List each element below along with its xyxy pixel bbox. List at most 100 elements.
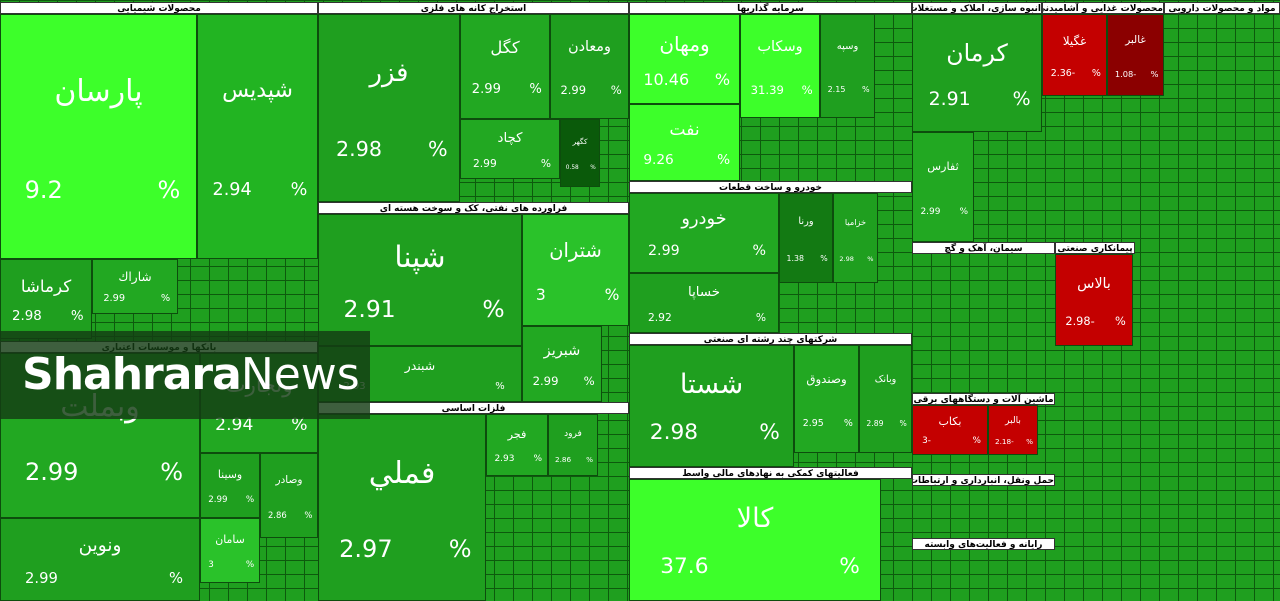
percent-sign: %: [70, 309, 84, 325]
stock-name: ومعادن: [568, 39, 611, 56]
sector-title: فعالیتهای کمکی به نهادهای مالی واسط: [629, 467, 912, 479]
percent-sign: %: [245, 560, 255, 571]
stock-tile: غالبر 1.08-%: [1107, 14, 1164, 96]
stock-change: 9.26: [643, 151, 674, 168]
percent-sign: %: [482, 295, 505, 324]
stock-change: 2.99: [532, 374, 559, 389]
stock-change: 2.99: [471, 82, 501, 98]
stock-tile: ورنا 1.38%: [779, 193, 833, 283]
percent-sign: %: [755, 310, 766, 324]
stock-tile: فزر 2.98%: [318, 14, 460, 202]
stock-tile: شتران 3%: [522, 214, 629, 326]
stock-change: 0.58: [565, 165, 579, 172]
percent-sign: %: [245, 495, 255, 506]
stock-tile: شپنا 2.91%: [318, 214, 522, 346]
percent-sign: %: [428, 137, 448, 162]
percent-sign: %: [540, 156, 551, 170]
watermark-light: News: [240, 349, 360, 400]
sector-title: ماشین آلات و دستگاههای برقی: [912, 393, 1055, 405]
stock-name: شتران: [549, 238, 602, 262]
stock-change: 2.36-: [1050, 68, 1076, 80]
percent-sign: %: [604, 285, 620, 304]
stock-change: 31.39: [750, 82, 784, 97]
stock-name: فجر: [507, 427, 527, 441]
percent-sign: %: [495, 381, 505, 393]
stock-change: 2.99: [25, 457, 79, 486]
stock-tile: وسپه 2.15%: [820, 14, 875, 118]
stock-tile: وسینا 2.99%: [200, 453, 260, 518]
stock-change: 2.99: [208, 495, 228, 506]
percent-sign: %: [867, 254, 874, 263]
sector-title: سرمایه گذاریها: [629, 2, 912, 14]
stock-tile: ونوین 2.99%: [0, 518, 200, 601]
percent-sign: %: [959, 206, 969, 217]
sector-title: فراورده های نفتی، کک و سوخت هسته ای: [318, 202, 629, 214]
sector-title: رایانه و فعالیت‌های وابسته: [912, 538, 1055, 550]
stock-change: 3-: [922, 436, 931, 447]
percent-sign: %: [160, 457, 183, 486]
percent-sign: %: [1012, 88, 1031, 111]
stock-tile: ومهان 10.46%: [629, 14, 740, 104]
percent-sign: %: [1026, 437, 1033, 447]
percent-sign: %: [291, 415, 308, 436]
stock-name: کرمان: [946, 38, 1008, 67]
stock-tile: خزامیا 2.98%: [833, 193, 878, 283]
sector-title: انبوه سازی، املاک و مستغلات: [912, 2, 1042, 14]
stock-change: 2.92: [648, 310, 672, 324]
percent-sign: %: [157, 176, 181, 205]
percent-sign: %: [160, 293, 171, 305]
stock-tile: پارسان 9.2%: [0, 14, 197, 259]
stock-change: 37.6: [660, 554, 709, 580]
percent-sign: %: [583, 374, 595, 389]
stock-tile: وصندوق 2.95%: [794, 345, 859, 453]
stock-tile: کرماشا 2.98%: [0, 259, 92, 339]
stock-change: 2.94: [212, 180, 252, 201]
stock-name: خزامیا: [844, 216, 867, 227]
stock-change: 2.91: [928, 88, 971, 111]
stock-name: شبریز: [543, 342, 581, 359]
stock-name: فملي: [368, 456, 436, 492]
stock-name: غالبر: [1125, 34, 1146, 47]
stock-tile: کگهر 0.58%: [560, 119, 600, 187]
stock-change: 2.99: [920, 206, 941, 217]
percent-sign: %: [752, 242, 766, 259]
percent-sign: %: [862, 84, 870, 94]
stock-tile: بالبر 2.18-%: [988, 405, 1038, 455]
stock-name: وسکاب: [757, 38, 803, 55]
stock-change: 2.98-: [1065, 314, 1095, 329]
stock-change: 2.91: [343, 295, 396, 324]
percent-sign: %: [168, 569, 183, 587]
sector-title: پیمانکاری صنعتی: [1055, 242, 1135, 254]
stock-name: ونوین: [78, 534, 122, 556]
percent-sign: %: [843, 417, 853, 429]
stock-change: 2.98: [336, 137, 382, 162]
stock-change: 3: [208, 560, 214, 571]
stock-change: 2.95: [802, 417, 824, 429]
stock-change: 2.93: [494, 454, 515, 464]
stock-name: شستا: [679, 369, 744, 401]
percent-sign: %: [448, 534, 472, 563]
stock-change: 2.15: [827, 84, 846, 94]
stock-name: کگل: [490, 38, 520, 58]
percent-sign: %: [610, 83, 622, 98]
percent-sign: %: [590, 165, 596, 172]
stock-change: 2.99: [560, 83, 587, 98]
sector-title: سیمان، آهک و گچ: [912, 242, 1055, 254]
stock-tile: فملي 2.97%: [318, 414, 486, 601]
stock-change: 10.46: [643, 69, 690, 89]
percent-sign: %: [839, 554, 860, 580]
stock-name: پارسان: [54, 73, 143, 109]
sector-title: خودرو و ساخت قطعات: [629, 181, 912, 193]
stock-name: بالبر: [1005, 416, 1021, 427]
stock-change: 3: [535, 285, 546, 304]
stock-tile: بکاب 3-%: [912, 405, 988, 455]
stock-name: وسینا: [217, 468, 243, 482]
stock-tile: کالا 37.6%: [629, 479, 881, 601]
percent-sign: %: [304, 509, 313, 520]
stock-tile: بالاس 2.98-%: [1055, 254, 1133, 346]
stock-name: وبانک: [874, 373, 897, 385]
stock-name: وسپه: [836, 41, 859, 53]
stock-name: کگهر: [572, 136, 588, 146]
stock-tile: فرود 2.86%: [548, 414, 598, 476]
